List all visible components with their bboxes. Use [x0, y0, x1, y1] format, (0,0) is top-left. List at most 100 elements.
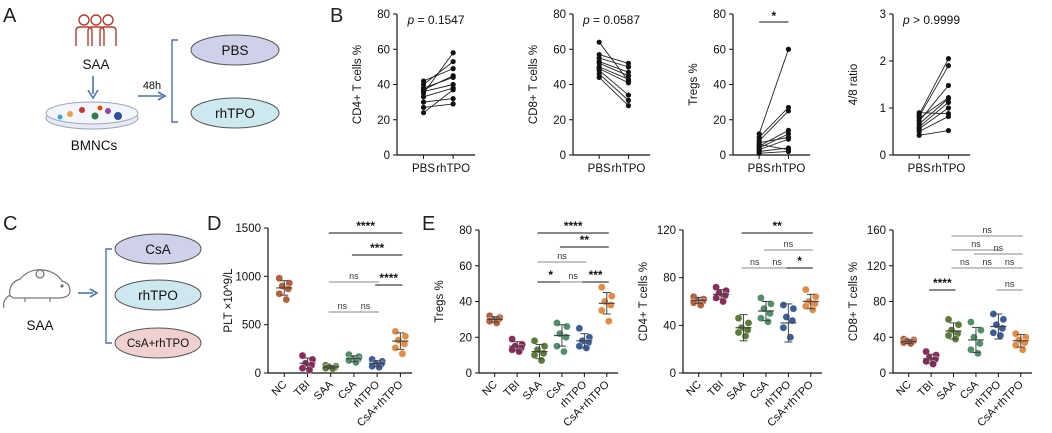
e2-point-saa — [734, 314, 743, 322]
e2-ylabel: CD4+ T cells % — [638, 262, 650, 341]
e2-point-tbi — [712, 294, 720, 302]
patients-icon — [75, 14, 117, 46]
e1-point-nc — [492, 319, 501, 327]
e3-point-csa-rhtpo — [1011, 341, 1020, 350]
e2-xtick-label: NC — [684, 379, 704, 399]
e2-ytick-label: 0 — [670, 368, 676, 380]
e3-point-saa — [944, 331, 953, 340]
schematic-c-source-label: SAA — [26, 318, 53, 333]
schematic-a-source-label: SAA — [82, 57, 109, 72]
b1-point-rhtpo — [450, 74, 456, 81]
panel-label-a: A — [3, 5, 17, 27]
b1-pair-line — [423, 87, 454, 98]
e3-ytick-label: 0 — [880, 368, 886, 380]
b4-point-rhtpo — [945, 63, 952, 69]
group-pbs-box — [190, 34, 280, 66]
e1-ytick-label: 20 — [459, 332, 472, 344]
e2-point-csa — [757, 294, 765, 302]
e2-ytick-label: 120 — [657, 225, 676, 237]
schematic-c: SAA CsA rhTPO CsA+rhTPO — [3, 233, 202, 359]
panel-label-b: B — [330, 5, 343, 27]
e3-point-rhtpo — [999, 315, 1008, 324]
e3-point-tbi — [929, 360, 937, 368]
e2-point-csa — [757, 314, 765, 322]
b2-point-pbs — [596, 51, 602, 58]
e2-point-csa-rhtpo — [801, 285, 810, 294]
e1-point-csa — [560, 347, 568, 356]
b2-pair-line — [599, 54, 629, 64]
b4-ytick-label: 1 — [880, 103, 886, 115]
b1-point-pbs — [420, 110, 427, 116]
chart-b-tregs: 0 20 40 60 80 Tregs % PBS rhTPO * — [688, 9, 810, 175]
b4-pair-line — [918, 97, 949, 119]
e1-point-saa — [530, 337, 539, 345]
group-csa-box — [114, 233, 202, 265]
d-point-tbi — [298, 351, 307, 360]
b2-pair-line — [598, 73, 629, 101]
b3-point-pbs — [756, 131, 762, 137]
d-point-nc — [284, 285, 293, 293]
b4-pair-line — [918, 116, 949, 132]
b2-ylabel: CD8+ T cells % — [528, 45, 540, 124]
b4-point-pbs — [916, 110, 922, 116]
mouse-icon — [3, 269, 71, 309]
b4-ytick-label: 2 — [880, 56, 886, 68]
d-point-csa — [345, 356, 353, 365]
panel-label-d: D — [207, 213, 221, 235]
b1-point-rhtpo — [450, 81, 456, 88]
d-sig-label: ns — [361, 301, 371, 311]
e3-point-saa — [954, 320, 963, 329]
e1-point-csa-rhtpo — [597, 283, 606, 292]
e3-point-csa — [976, 339, 984, 348]
e1-point-csa-rhtpo — [597, 306, 606, 315]
group-combo-box — [114, 327, 202, 359]
e3-sig-label: ns — [982, 257, 992, 267]
e2-point-csa — [764, 317, 772, 326]
b1-pair-line — [423, 84, 454, 92]
e1-point-saa — [530, 351, 539, 359]
b1-p-value: p = 0.1547 — [406, 13, 464, 27]
e1-ytick-label: 40 — [459, 297, 472, 309]
group-rhtpo-c-label: rhTPO — [138, 288, 178, 303]
e1-ytick-label: 0 — [466, 368, 472, 380]
d-sig-label: **** — [379, 271, 398, 285]
b1-point-rhtpo — [450, 66, 456, 72]
b1-point-pbs — [420, 78, 427, 84]
b2-point-pbs — [596, 39, 602, 45]
e3-ytick-label: 120 — [867, 261, 886, 273]
d-xtick-label: TBI — [292, 379, 313, 400]
e3-point-rhtpo — [996, 331, 1005, 340]
b3-xtick-label: PBS — [748, 163, 771, 175]
e2-xtick-label: SAA — [725, 378, 750, 403]
b2-point-rhtpo — [625, 92, 632, 98]
b3-pair-line — [759, 143, 789, 151]
d-sig-label: ns — [349, 271, 359, 281]
d-sig-label: *** — [370, 241, 384, 255]
b1-ytick-label: 20 — [377, 115, 390, 127]
e3-sig-label: ns — [971, 239, 981, 249]
group-pbs-label: PBS — [221, 43, 248, 58]
e3-sig-label: ns — [960, 257, 970, 267]
b1-ytick-label: 80 — [377, 9, 390, 21]
b2-point-rhtpo — [625, 69, 632, 75]
e1-xtick-label: TBI — [502, 379, 523, 400]
b1-ytick-label: 0 — [384, 150, 390, 162]
e1-sig-label: ns — [568, 271, 578, 281]
b3-ytick-label: 0 — [720, 150, 726, 162]
e3-xtick-label: TBI — [916, 379, 937, 400]
b4-ytick-label: 3 — [880, 9, 886, 21]
b2-pair-line — [598, 77, 629, 106]
e3-ytick-label: 160 — [867, 225, 886, 237]
b4-point-rhtpo — [945, 105, 952, 111]
b3-point-rhtpo — [785, 147, 792, 153]
e3-xtick-label: NC — [894, 379, 914, 399]
e1-point-rhtpo — [575, 342, 584, 350]
b2-pair-line — [599, 66, 629, 80]
e2-point-rhtpo — [779, 323, 788, 332]
e2-point-rhtpo — [786, 333, 795, 342]
b2-pair-line — [598, 70, 629, 96]
e3-point-csa — [967, 345, 975, 354]
